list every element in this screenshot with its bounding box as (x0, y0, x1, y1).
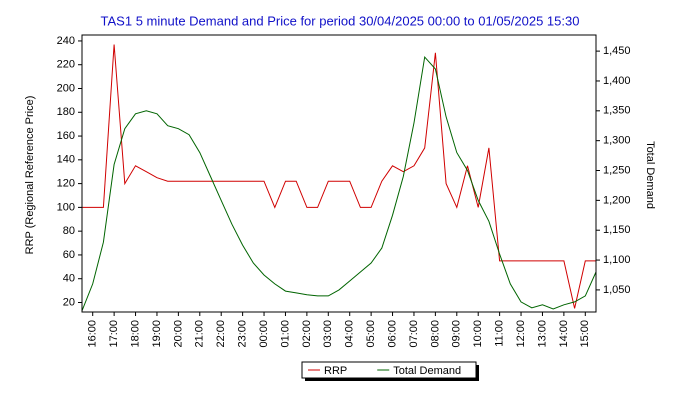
y-axis-title: RRP (Regional Reference Price) (24, 96, 36, 255)
x-tick-label: 01:00 (279, 320, 291, 348)
x-tick-label: 04:00 (344, 320, 356, 348)
y-tick-label: 40 (63, 273, 75, 285)
x-tick-label: 11:00 (494, 320, 506, 347)
y-tick-label: 220 (57, 59, 75, 71)
x-tick-label: 15:00 (579, 320, 591, 348)
x-tick-label: 19:00 (151, 320, 163, 348)
y-tick-label: 200 (57, 82, 75, 94)
x-tick-label: 22:00 (215, 320, 227, 348)
x-tick-label: 16:00 (87, 320, 99, 348)
x-tick-label: 02:00 (301, 320, 313, 348)
y2-tick-label: 1,400 (603, 75, 631, 87)
y2-tick-label: 1,050 (603, 284, 631, 296)
y2-tick-label: 1,250 (603, 164, 631, 176)
legend-label: RRP (324, 365, 347, 377)
y-tick-label: 20 (63, 296, 75, 308)
x-tick-label: 06:00 (386, 320, 398, 348)
y-tick-label: 120 (57, 178, 75, 190)
y2-tick-label: 1,100 (603, 254, 631, 266)
y-tick-label: 100 (57, 201, 75, 213)
y-tick-label: 60 (63, 249, 75, 261)
y-tick-label: 180 (57, 106, 75, 118)
y2-tick-label: 1,450 (603, 45, 631, 57)
series-line (82, 44, 596, 309)
y-tick-label: 160 (57, 130, 75, 142)
series-line (81, 55, 597, 311)
legend-label: Total Demand (393, 365, 461, 377)
x-tick-label: 18:00 (129, 320, 141, 348)
chart-title: TAS1 5 minute Demand and Price for perio… (101, 13, 580, 28)
x-tick-label: 09:00 (451, 320, 463, 348)
plot-frame (81, 34, 597, 313)
y2-tick-label: 1,200 (603, 194, 631, 206)
y2-tick-label: 1,300 (603, 135, 631, 147)
y-tick-label: 240 (57, 35, 75, 47)
x-tick-label: 17:00 (108, 320, 120, 348)
x-tick-label: 12:00 (515, 320, 527, 348)
y2-tick-label: 1,350 (603, 105, 631, 117)
x-tick-label: 20:00 (172, 320, 184, 348)
x-tick-label: 14:00 (558, 320, 570, 348)
x-tick-label: 08:00 (429, 320, 441, 348)
x-tick-label: 03:00 (322, 320, 334, 348)
x-tick-label: 13:00 (536, 320, 548, 348)
y-tick-label: 140 (57, 154, 75, 166)
y-tick-label: 80 (63, 225, 75, 237)
y2-tick-label: 1,150 (603, 224, 631, 236)
x-tick-label: 23:00 (237, 320, 249, 348)
y2-axis-title: Total Demand (644, 141, 656, 209)
x-tick-label: 07:00 (408, 320, 420, 348)
x-tick-label: 00:00 (258, 320, 270, 348)
plot-area (82, 35, 596, 312)
x-tick-label: 10:00 (472, 320, 484, 348)
x-tick-label: 05:00 (365, 320, 377, 348)
x-tick-label: 21:00 (194, 320, 206, 348)
